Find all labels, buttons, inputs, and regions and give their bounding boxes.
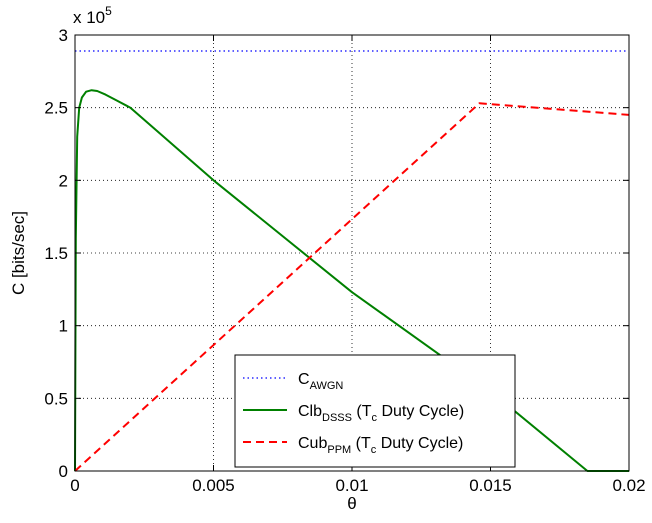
y-tick-label: 3 — [59, 26, 68, 45]
x-tick-label: 0.02 — [612, 476, 645, 495]
series-group — [74, 50, 630, 472]
y-axis-multiplier: x 105 — [73, 4, 112, 27]
legend-label-2: ClbDSSS (Tc Duty Cycle) — [298, 403, 464, 424]
x-tick-label: 0.015 — [469, 476, 512, 495]
y-tick-label: 0.5 — [44, 389, 68, 408]
legend-label-1: CAWGN — [298, 371, 343, 392]
series-line-3 — [74, 102, 630, 472]
y-axis-label: C [bits/sec] — [9, 211, 28, 295]
x-tick-label: 0.005 — [192, 476, 235, 495]
y-tick-label: 2.5 — [44, 99, 68, 118]
y-tick-label: 1.5 — [44, 244, 68, 263]
x-tick-label: 0 — [70, 476, 79, 495]
legend: CAWGN ClbDSSS (Tc Duty Cycle) CubPPM (Tc D… — [234, 354, 516, 468]
y-tick-label: 1 — [59, 317, 68, 336]
ticks: 0 0.005 0.01 0.015 0.02 0 0.5 1 1.5 2 2.5 3 — [44, 26, 645, 495]
x-tick-label: 0.01 — [335, 476, 368, 495]
x-axis-label: θ — [347, 494, 356, 513]
y-tick-label: 2 — [59, 171, 68, 190]
legend-label-3: CubPPM (Tc Duty Cycle) — [298, 435, 463, 456]
series-line-2 — [74, 89, 629, 472]
y-tick-label: 0 — [59, 462, 68, 481]
